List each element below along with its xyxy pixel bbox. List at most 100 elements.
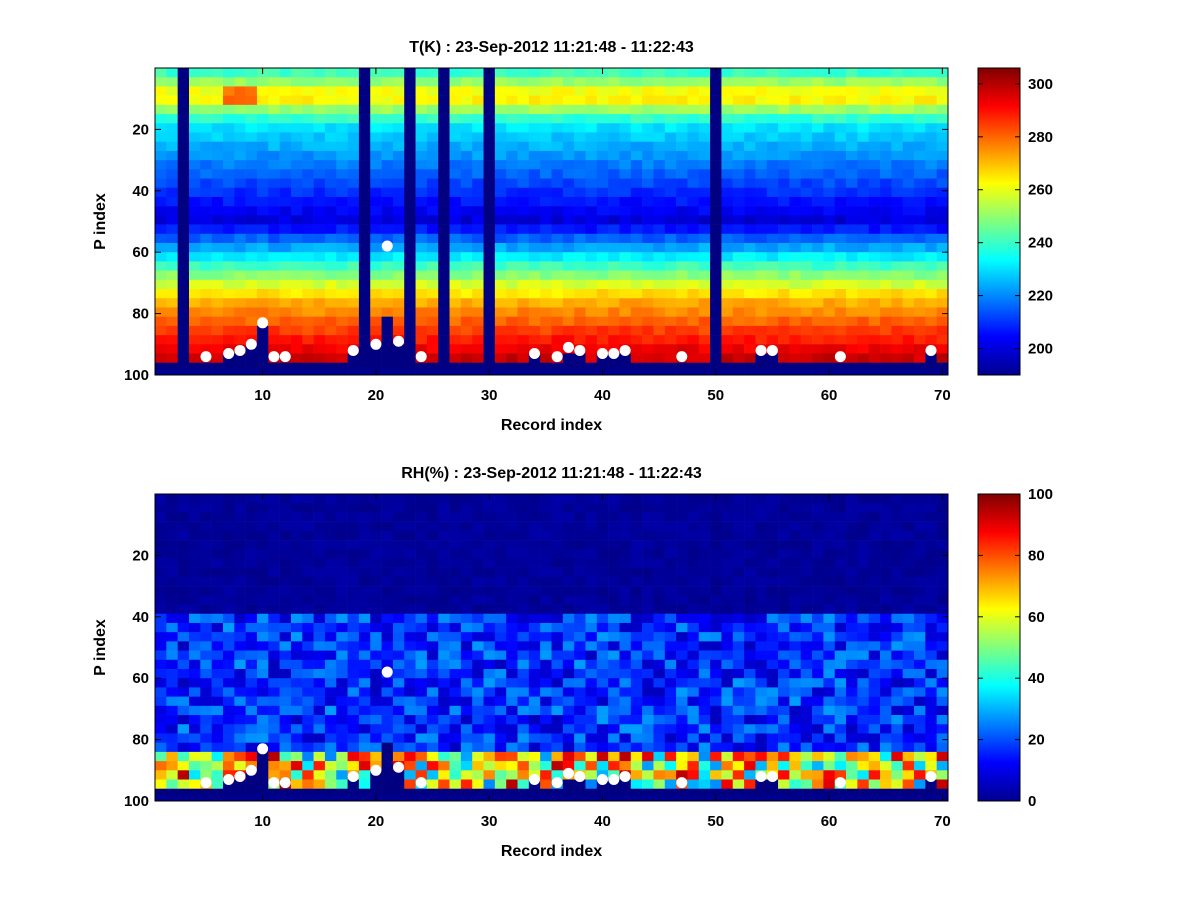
heatmap-cell bbox=[687, 344, 700, 354]
heatmap-cell bbox=[676, 298, 688, 308]
heatmap-cell bbox=[574, 576, 586, 587]
heatmap-cell bbox=[370, 733, 382, 743]
heatmap-cell bbox=[891, 150, 903, 161]
heatmap-cell bbox=[540, 521, 552, 532]
heatmap-cell bbox=[721, 252, 734, 262]
heatmap-cell bbox=[630, 242, 643, 253]
heatmap-cell bbox=[608, 150, 620, 161]
heatmap-cell bbox=[211, 530, 224, 541]
heatmap-cell bbox=[755, 751, 768, 762]
heatmap-cell bbox=[449, 576, 462, 587]
heatmap-cell bbox=[494, 123, 507, 133]
heatmap-cell bbox=[494, 86, 507, 96]
heatmap-cell bbox=[415, 242, 428, 253]
heatmap-cell bbox=[574, 761, 586, 771]
heatmap-cell bbox=[936, 595, 949, 605]
heatmap-cell bbox=[562, 742, 575, 753]
heatmap-cell bbox=[234, 696, 246, 707]
heatmap-cell bbox=[483, 696, 496, 707]
heatmap-cell bbox=[891, 279, 903, 290]
heatmap-cell bbox=[528, 668, 541, 679]
heatmap-cell bbox=[426, 224, 439, 235]
heatmap-cell bbox=[789, 715, 802, 725]
heatmap-cell bbox=[551, 668, 564, 679]
heatmap-cell bbox=[880, 178, 892, 189]
heatmap-cell bbox=[200, 187, 212, 198]
heatmap-cell bbox=[936, 316, 949, 327]
heatmap-cell bbox=[551, 169, 564, 179]
heatmap-cell bbox=[358, 761, 371, 771]
heatmap-cell bbox=[268, 641, 280, 651]
heatmap-cell bbox=[642, 641, 654, 651]
heatmap-cell bbox=[868, 678, 881, 688]
heatmap-cell bbox=[664, 150, 677, 161]
heatmap-cell bbox=[710, 512, 722, 522]
heatmap-cell bbox=[744, 761, 756, 771]
heatmap-cell bbox=[619, 150, 632, 161]
heatmap-cell bbox=[891, 196, 903, 207]
heatmap-cell bbox=[914, 586, 926, 596]
heatmap-cell bbox=[698, 233, 711, 244]
heatmap-cell bbox=[676, 252, 688, 262]
heatmap-cell bbox=[404, 104, 416, 115]
heatmap-cell bbox=[426, 761, 439, 771]
heatmap-cell bbox=[902, 530, 915, 541]
heatmap-cell bbox=[834, 187, 847, 198]
heatmap-cell bbox=[721, 307, 734, 317]
heatmap-cell bbox=[925, 252, 937, 262]
heatmap-cell bbox=[778, 549, 790, 559]
heatmap-cell bbox=[778, 794, 790, 801]
y-tick-label: 20 bbox=[132, 121, 149, 138]
heatmap-cell bbox=[676, 724, 688, 734]
heatmap-cell bbox=[789, 794, 802, 801]
heatmap-cell bbox=[324, 150, 337, 161]
heatmap-cell bbox=[562, 95, 575, 106]
heatmap-cell bbox=[562, 659, 575, 670]
heatmap-cell bbox=[506, 252, 518, 262]
heatmap-cell bbox=[336, 733, 348, 743]
heatmap-cell bbox=[540, 114, 552, 124]
heatmap-cell bbox=[155, 68, 167, 78]
heatmap-cell bbox=[653, 641, 666, 651]
heatmap-cell bbox=[800, 206, 813, 216]
heatmap-cell bbox=[744, 178, 756, 189]
heatmap-cell bbox=[755, 632, 768, 642]
heatmap-cell bbox=[551, 494, 564, 504]
heatmap-cell bbox=[789, 279, 802, 290]
heatmap-cell bbox=[166, 196, 178, 207]
heatmap-cell bbox=[358, 123, 371, 133]
heatmap-cell bbox=[245, 567, 258, 578]
heatmap-cell bbox=[268, 261, 280, 271]
heatmap-cell bbox=[290, 215, 303, 225]
heatmap-cell bbox=[517, 724, 530, 734]
heatmap-cell bbox=[506, 123, 518, 133]
heatmap-cell bbox=[755, 788, 768, 799]
heatmap-cell bbox=[415, 715, 428, 725]
heatmap-cell bbox=[755, 316, 768, 327]
heatmap-cell bbox=[302, 604, 314, 615]
heatmap-cell bbox=[868, 344, 881, 354]
heatmap-cell bbox=[245, 307, 258, 317]
heatmap-cell bbox=[358, 705, 371, 716]
heatmap-cell bbox=[664, 77, 677, 87]
heatmap-cell bbox=[506, 521, 518, 532]
heatmap-cell bbox=[619, 169, 632, 179]
heatmap-cell bbox=[358, 558, 371, 568]
heatmap-cell bbox=[880, 368, 892, 375]
heatmap-cell bbox=[336, 668, 348, 679]
heatmap-cell bbox=[687, 530, 700, 541]
heatmap-cell bbox=[596, 298, 609, 308]
heatmap-cell bbox=[755, 68, 768, 78]
heatmap-cell bbox=[698, 307, 711, 317]
heatmap-cell bbox=[744, 641, 756, 651]
heatmap-cell bbox=[381, 622, 394, 633]
colorbar-tick-label: 100 bbox=[1028, 486, 1053, 503]
heatmap-cell bbox=[812, 233, 824, 244]
heatmap-cell bbox=[483, 160, 496, 170]
heatmap-cell bbox=[245, 751, 258, 762]
heatmap-cell bbox=[902, 298, 915, 308]
heatmap-cell bbox=[483, 687, 496, 697]
heatmap-cell bbox=[381, 696, 394, 707]
heatmap-cell bbox=[766, 632, 779, 642]
heatmap-cell bbox=[846, 169, 858, 179]
